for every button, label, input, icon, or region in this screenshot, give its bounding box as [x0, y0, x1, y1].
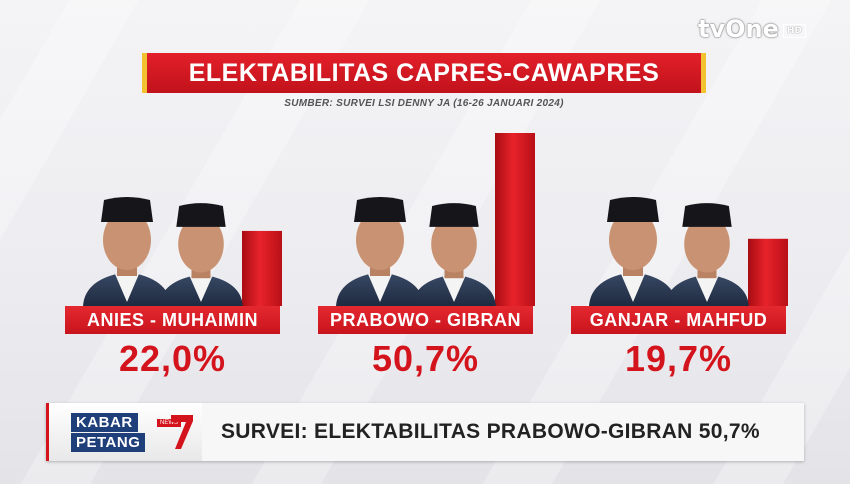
- source-note: SUMBER: SURVEI LSI DENNY JA (16-26 JANUA…: [284, 98, 564, 109]
- category-label-3: GANJAR - MAHFUD: [571, 306, 786, 334]
- program-logo-word-1: KABAR: [71, 413, 138, 432]
- chart-title: ELEKTABILITAS CAPRES-CAWAPRES: [142, 53, 706, 93]
- value-label-2: 50,7%: [371, 338, 480, 379]
- bar-2: [495, 133, 535, 306]
- value-label-3: 19,7%: [624, 338, 733, 379]
- seven-icon: [171, 415, 193, 449]
- candidate-photo: [336, 197, 424, 306]
- channel-logo: tvOne HD: [698, 14, 828, 44]
- chart-area: [83, 133, 788, 306]
- value-label-1: 22,0%: [118, 338, 227, 379]
- candidate-photo: [589, 197, 677, 306]
- candidate-photo: [159, 203, 243, 306]
- category-label-2: PRABOWO - GIBRAN: [318, 306, 533, 334]
- program-logo: KABAR PETANG NEWS: [46, 403, 202, 461]
- bar-3: [748, 238, 788, 306]
- candidate-photo: [665, 203, 749, 306]
- program-news-tag: NEWS: [157, 419, 181, 427]
- candidate-photo: [412, 203, 496, 306]
- lower-third: KABAR PETANG NEWS SURVEI: ELEKTABILITAS …: [46, 403, 804, 461]
- headline-ticker: SURVEI: ELEKTABILITAS PRABOWO-GIBRAN 50,…: [221, 420, 760, 443]
- hd-badge: HD: [782, 24, 806, 38]
- program-logo-word-2: PETANG: [71, 433, 146, 452]
- candidate-photo: [83, 197, 171, 306]
- category-label-1: ANIES - MUHAIMIN: [65, 306, 280, 334]
- bar-1: [242, 230, 282, 306]
- channel-name: tvOne: [698, 15, 779, 43]
